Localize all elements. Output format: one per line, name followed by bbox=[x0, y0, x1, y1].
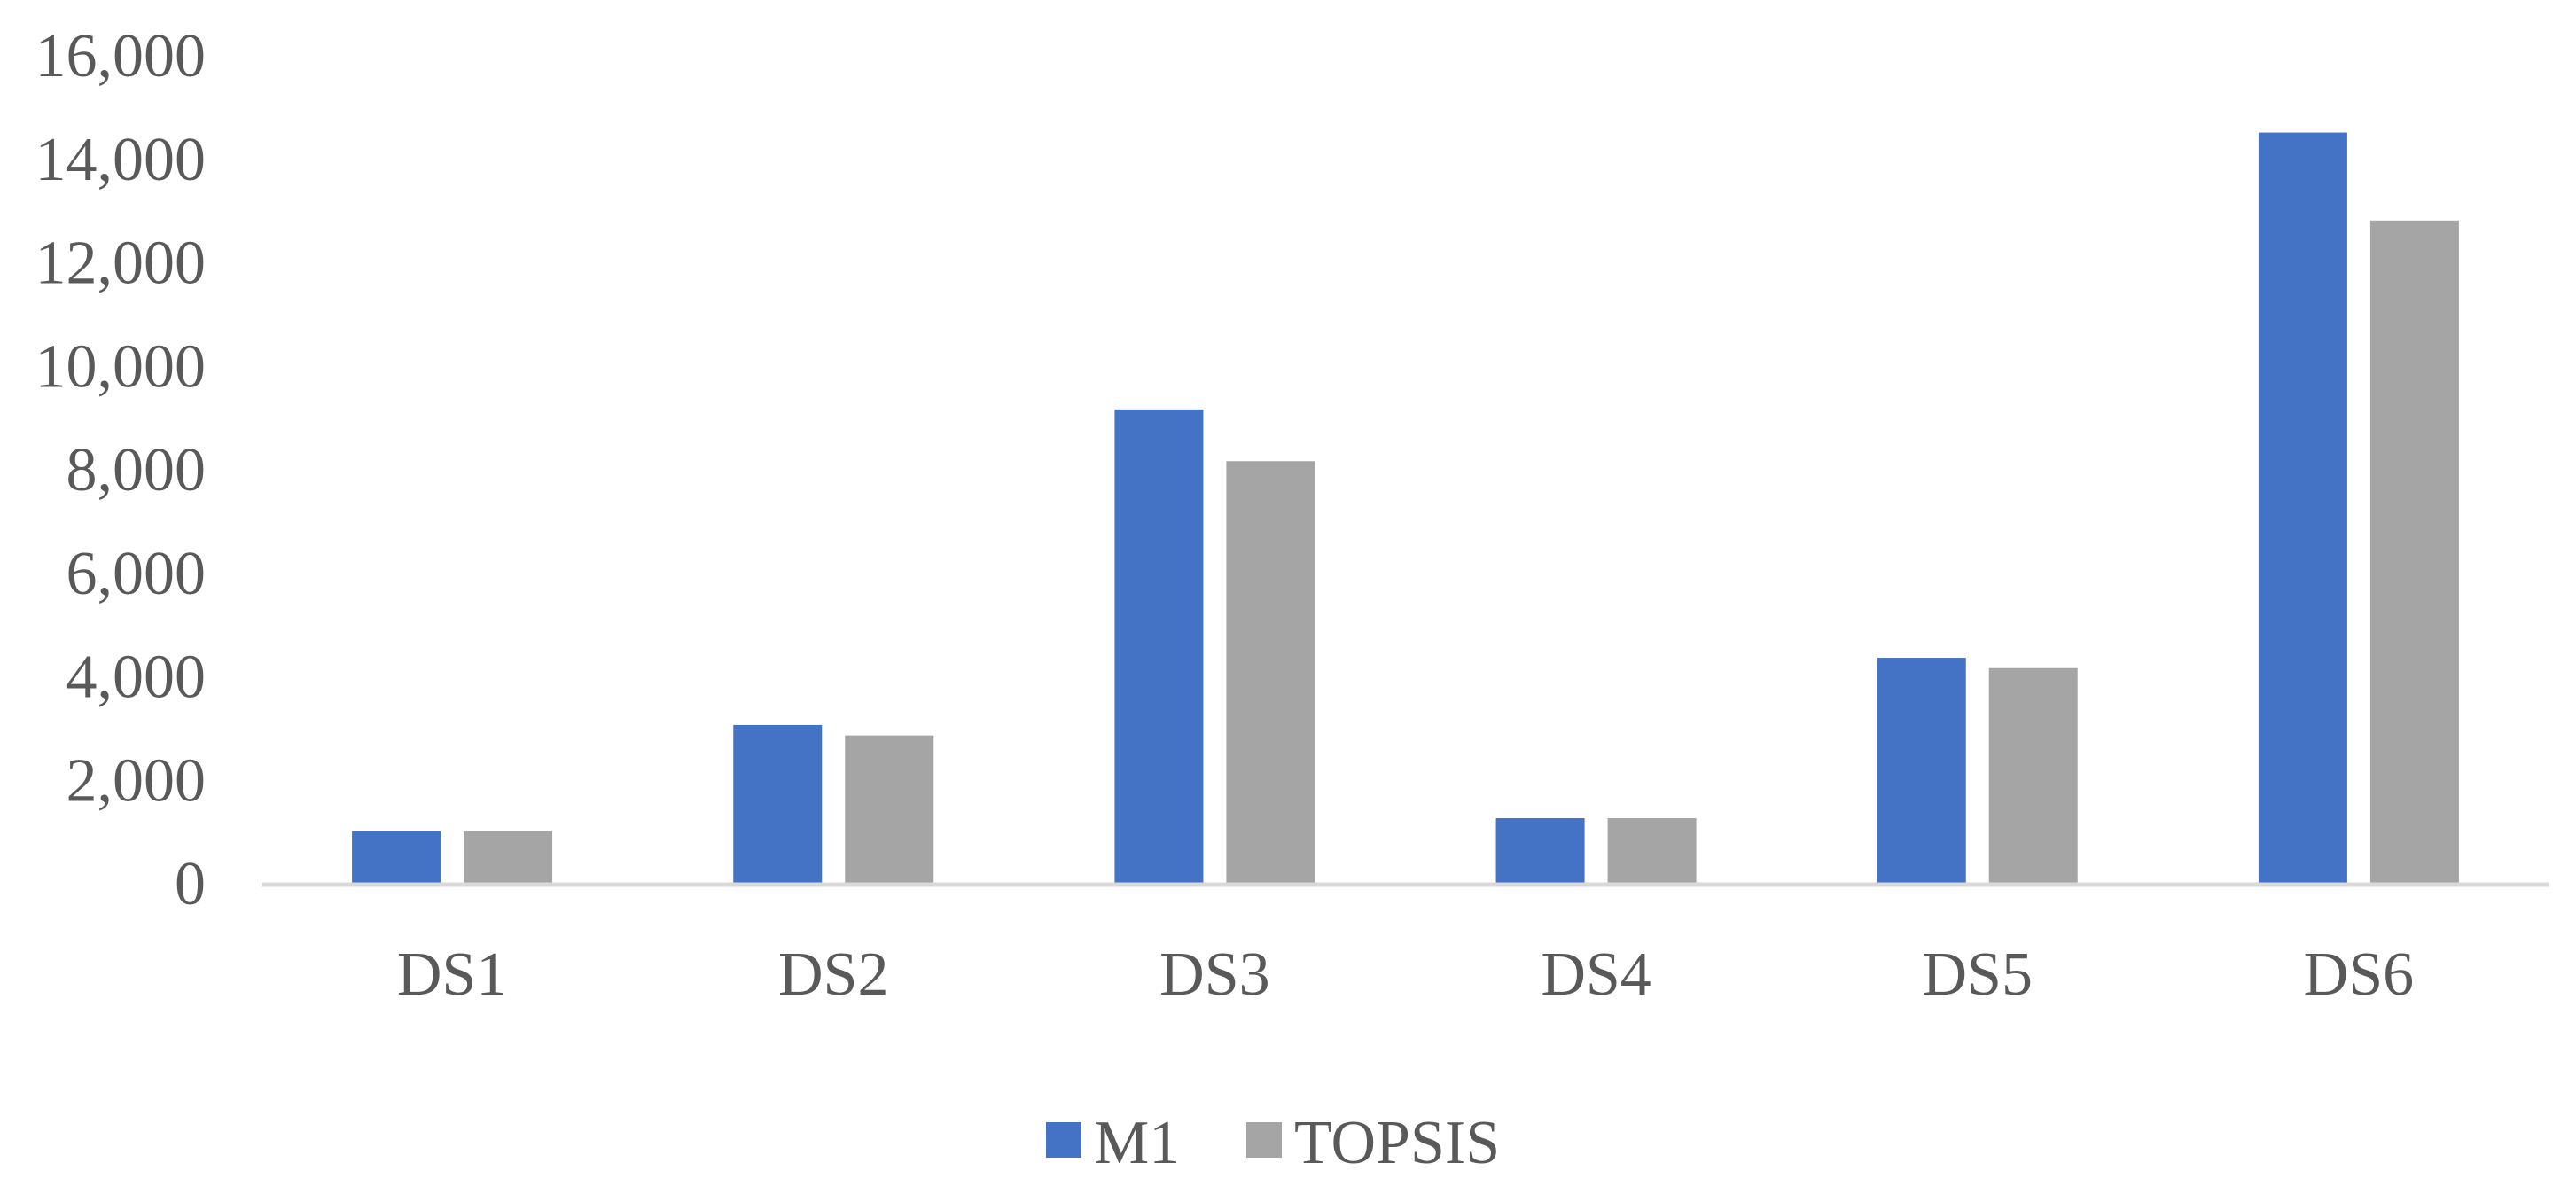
y-tick-label: 4,000 bbox=[66, 644, 207, 712]
x-category-label: DS5 bbox=[1923, 941, 2033, 1009]
bar-topsis-ds6 bbox=[2369, 220, 2459, 884]
bar-m1-ds3 bbox=[1114, 409, 1204, 883]
legend-swatch-m1 bbox=[1046, 1122, 1081, 1158]
bar-topsis-ds3 bbox=[1226, 461, 1315, 883]
bar-topsis-ds2 bbox=[845, 735, 934, 883]
legend: M1 TOPSIS bbox=[1046, 1109, 1500, 1177]
x-category-label: DS1 bbox=[397, 941, 507, 1009]
legend-label-topsis: TOPSIS bbox=[1294, 1109, 1500, 1177]
bar-topsis-ds4 bbox=[1607, 818, 1697, 883]
y-tick-label: 14,000 bbox=[35, 126, 207, 194]
bar-topsis-ds5 bbox=[1988, 667, 2078, 883]
y-tick-label: 0 bbox=[175, 850, 206, 918]
y-tick-label: 16,000 bbox=[35, 22, 207, 90]
y-tick-label: 8,000 bbox=[66, 436, 207, 504]
x-category-label: DS4 bbox=[1541, 941, 1651, 1009]
x-category-label: DS3 bbox=[1159, 941, 1269, 1009]
x-category-label: DS6 bbox=[2304, 941, 2414, 1009]
x-axis-category-labels: DS1 DS2 DS3 DS4 DS5 DS6 bbox=[397, 941, 2414, 1009]
x-category-label: DS2 bbox=[778, 941, 888, 1009]
y-tick-label: 6,000 bbox=[66, 540, 207, 608]
y-axis-tick-labels: 0 2,000 4,000 6,000 8,000 10,000 12,000 14,000 1… bbox=[35, 22, 207, 918]
y-tick-label: 12,000 bbox=[35, 230, 207, 298]
bar-m1-ds1 bbox=[352, 831, 441, 883]
y-tick-label: 10,000 bbox=[35, 332, 207, 401]
bar-m1-ds6 bbox=[2258, 132, 2347, 883]
bar-m1-ds2 bbox=[733, 724, 823, 883]
bar-m1-ds4 bbox=[1495, 818, 1585, 883]
y-tick-label: 2,000 bbox=[66, 746, 207, 815]
legend-label-m1: M1 bbox=[1094, 1109, 1180, 1177]
bars bbox=[352, 132, 2459, 884]
legend-swatch-topsis bbox=[1246, 1122, 1282, 1158]
bar-topsis-ds1 bbox=[464, 831, 553, 883]
bar-m1-ds5 bbox=[1877, 658, 1966, 883]
